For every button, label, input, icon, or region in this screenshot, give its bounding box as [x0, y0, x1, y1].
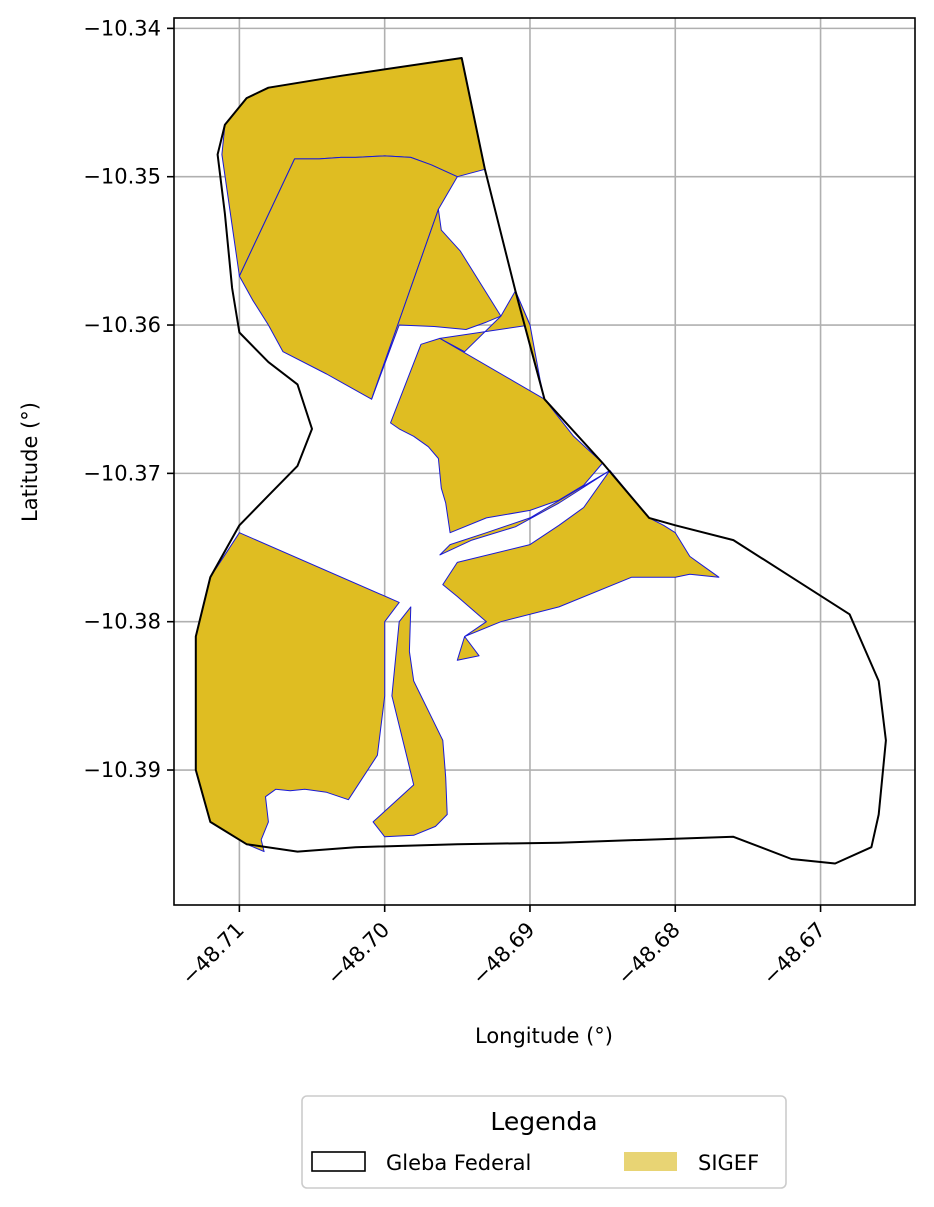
- gleba-federal-boundary: [194, 57, 887, 865]
- legend-label-sigef: SIGEF: [698, 1151, 759, 1175]
- legend-label-gleba-federal: Gleba Federal: [386, 1151, 531, 1175]
- y-axis-ticks: −10.34 −10.35 −10.36 −10.37 −10.38 −10.39: [83, 16, 174, 782]
- y-tick-label: −10.35: [83, 165, 161, 189]
- legend: Legenda Gleba Federal SIGEF: [301, 1095, 787, 1189]
- legend-swatch-gleba-federal: [311, 1151, 366, 1172]
- sigef-parcel: [238, 155, 458, 400]
- sigef-layer: [195, 57, 720, 853]
- sigef-parcel: [439, 469, 611, 556]
- legend-title: Legenda: [490, 1107, 597, 1136]
- sigef-parcel: [442, 469, 720, 661]
- plot-frame: [173, 17, 916, 906]
- sigef-parcel: [439, 290, 531, 353]
- sigef-parcel: [371, 208, 502, 400]
- x-axis-label: Longitude (°): [475, 1024, 613, 1048]
- y-tick-label: −10.38: [83, 610, 161, 634]
- sigef-parcel: [372, 606, 448, 838]
- y-axis-label: Latitude (°): [18, 402, 42, 522]
- y-tick-label: −10.36: [83, 313, 161, 337]
- y-tick-label: −10.39: [83, 758, 161, 782]
- legend-swatch-sigef: [624, 1152, 677, 1171]
- gleba-federal-layer: [194, 57, 887, 865]
- y-tick-label: −10.34: [83, 16, 161, 40]
- y-tick-label: −10.37: [83, 461, 161, 485]
